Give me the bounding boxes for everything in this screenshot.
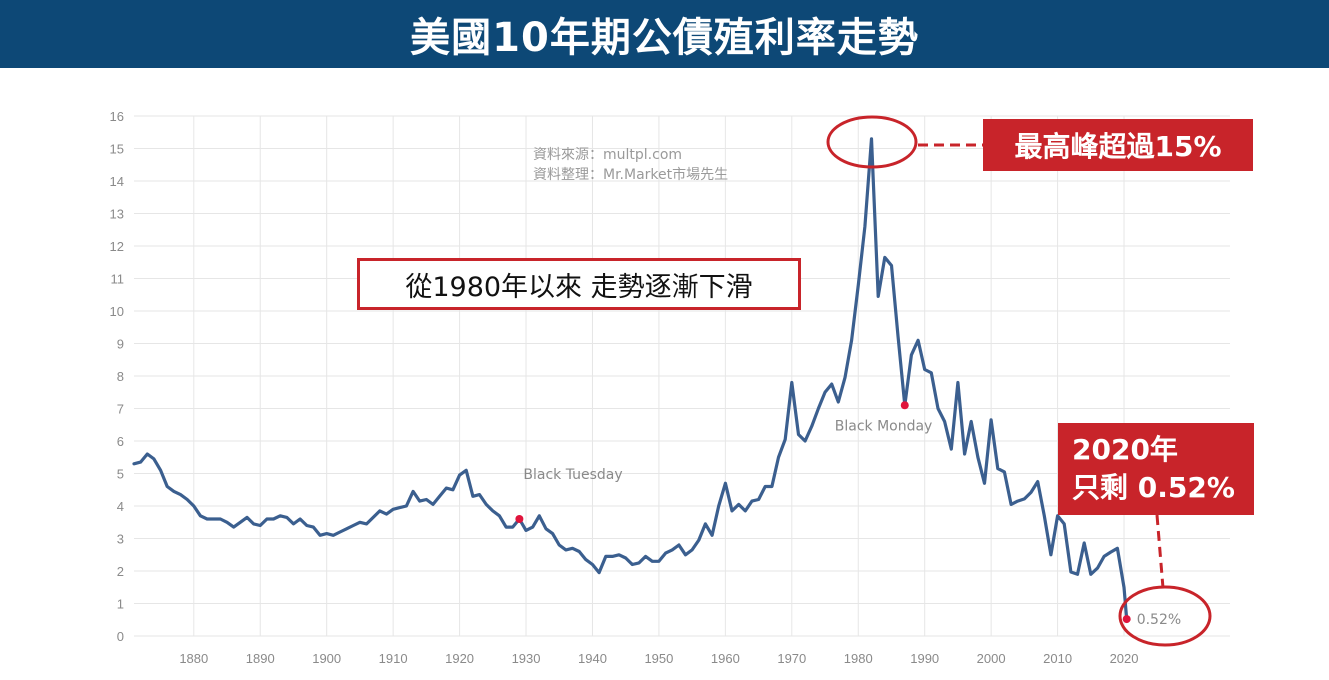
- black-tuesday-marker: [515, 515, 524, 523]
- x-tick-label: 1900: [312, 651, 341, 666]
- peak-callout: 最高峰超過15%: [983, 119, 1253, 171]
- source-line-1: 資料來源：multpl.com: [533, 147, 682, 163]
- latest-value-marker: [1122, 615, 1131, 624]
- y-tick-label: 5: [117, 467, 124, 482]
- black-monday-marker: [900, 401, 909, 410]
- event-markers: Black Tuesday Black Monday 0.52%: [515, 401, 1181, 628]
- latest-callout-line-1: 2020年: [1072, 433, 1178, 466]
- y-tick-label: 10: [110, 304, 124, 319]
- x-tick-label: 1880: [179, 651, 208, 666]
- x-tick-label: 1980: [844, 651, 873, 666]
- y-tick-label: 4: [117, 499, 124, 514]
- x-tick-label: 1890: [246, 651, 275, 666]
- y-tick-label: 12: [110, 239, 124, 254]
- y-tick-label: 3: [117, 532, 124, 547]
- chart-grid: [134, 115, 1230, 637]
- x-tick-label: 2000: [977, 651, 1006, 666]
- x-tick-label: 1970: [777, 651, 806, 666]
- y-tick-label: 14: [110, 174, 124, 189]
- chart-title: 美國10年期公債殖利率走勢: [410, 15, 919, 61]
- latest-connector-line: [1155, 514, 1165, 589]
- black-tuesday-label: Black Tuesday: [523, 467, 622, 483]
- latest-value-label: 0.52%: [1137, 612, 1181, 628]
- y-tick-label: 16: [110, 109, 124, 124]
- x-tick-label: 1920: [445, 651, 474, 666]
- latest-highlight-circle: [1118, 585, 1212, 647]
- series-group: [132, 137, 1129, 621]
- y-tick-label: 15: [110, 142, 124, 157]
- source-line-2: 資料整理：Mr.Market市場先生: [533, 166, 728, 183]
- x-tick-label: 2020: [1110, 651, 1139, 666]
- latest-callout-line-2: 只剩 0.52%: [1072, 471, 1235, 504]
- title-bar: 美國10年期公債殖利率走勢: [0, 0, 1329, 68]
- peak-highlight-circle: [826, 115, 918, 169]
- x-tick-label: 1960: [711, 651, 740, 666]
- latest-callout: 2020年 只剩 0.52%: [1058, 423, 1254, 515]
- x-tick-label: 1910: [379, 651, 408, 666]
- x-tick-label: 2010: [1043, 651, 1072, 666]
- y-tick-label: 13: [110, 207, 124, 222]
- y-tick-label: 1: [117, 597, 124, 612]
- y-tick-label: 2: [117, 564, 124, 579]
- y-tick-label: 9: [117, 337, 124, 352]
- trend-annotation-text: 從1980年以來 走勢逐漸下滑: [405, 271, 753, 303]
- callout-connectors: [826, 115, 1212, 647]
- x-tick-label: 1950: [644, 651, 673, 666]
- trend-annotation: 從1980年以來 走勢逐漸下滑: [357, 258, 801, 310]
- x-axis-ticks: 1880 1890 1900 1910 1920 1930 1940 1950 1960 1970…: [179, 651, 1138, 666]
- yield-series-line: [132, 137, 1129, 621]
- y-tick-label: 0: [117, 629, 124, 644]
- y-tick-label: 6: [117, 434, 124, 449]
- black-monday-label: Black Monday: [835, 418, 933, 434]
- x-tick-label: 1990: [910, 651, 939, 666]
- y-tick-label: 7: [117, 402, 124, 417]
- x-tick-label: 1940: [578, 651, 607, 666]
- x-tick-label: 1930: [512, 651, 541, 666]
- peak-callout-text: 最高峰超過15%: [1014, 130, 1222, 163]
- y-tick-label: 8: [117, 369, 124, 384]
- y-tick-label: 11: [111, 272, 125, 287]
